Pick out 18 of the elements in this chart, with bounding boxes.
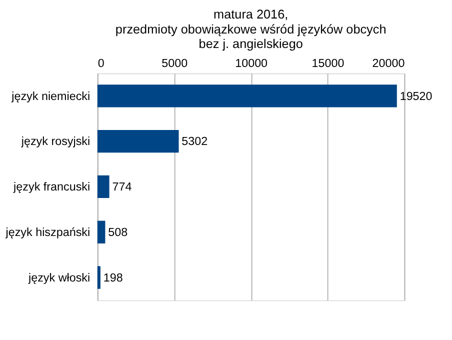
data-label: 774 (112, 180, 132, 194)
data-label: 5302 (182, 135, 208, 148)
y-tick-label: język francuski (12, 180, 90, 194)
x-tick-label: 15000 (312, 56, 345, 70)
y-tick-label: język niemiecki (10, 90, 90, 103)
x-tick-label: 20000 (372, 56, 406, 70)
data-label: 19520 (400, 90, 433, 103)
data-label: 198 (103, 271, 123, 284)
y-tick-label: język włoski (27, 271, 90, 284)
x-tick-label: 0 (98, 56, 105, 70)
text: bez j. angielskiego (198, 36, 303, 51)
x-tick-label: 10000 (235, 56, 268, 70)
x-tick-label: 5000 (162, 56, 188, 70)
text: matura 2016, (214, 8, 288, 22)
data-label: 508 (108, 226, 128, 240)
text: przedmioty obowiązkowe wśród języków obcych (115, 22, 386, 36)
y-tick-label: język rosyjski (20, 135, 90, 148)
y-tick-label: język hiszpański (4, 226, 90, 240)
